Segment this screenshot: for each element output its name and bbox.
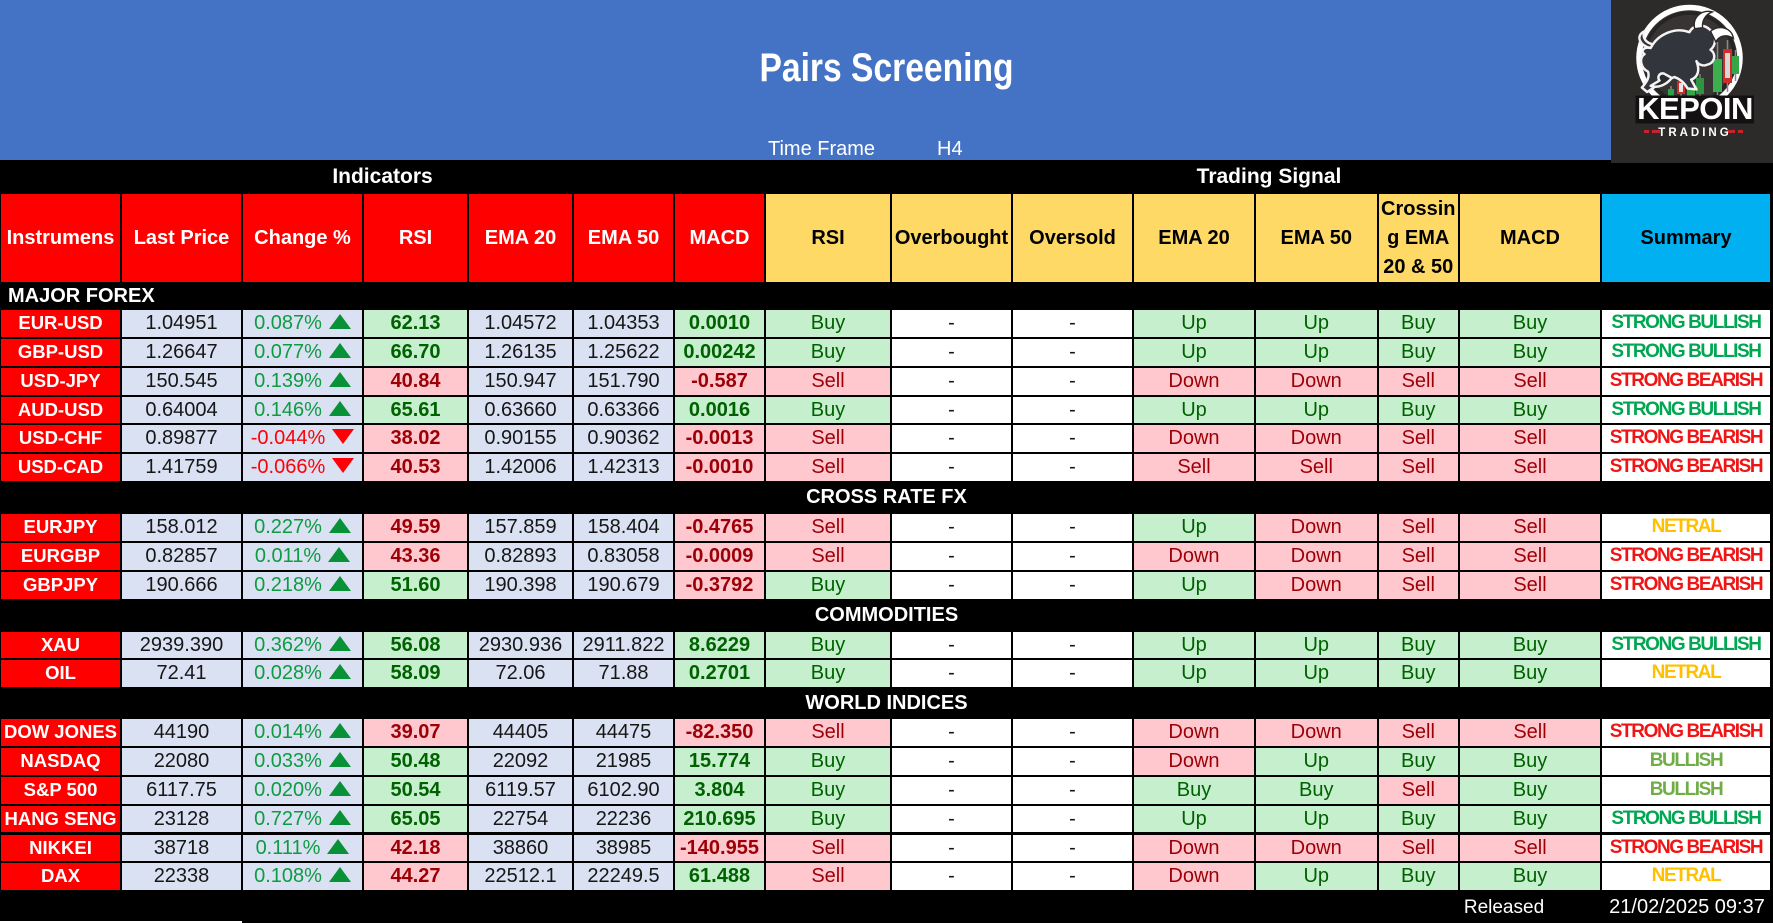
svg-text:TRADING: TRADING — [1658, 127, 1731, 139]
svg-text:KEPOIN: KEPOIN — [1637, 91, 1753, 126]
